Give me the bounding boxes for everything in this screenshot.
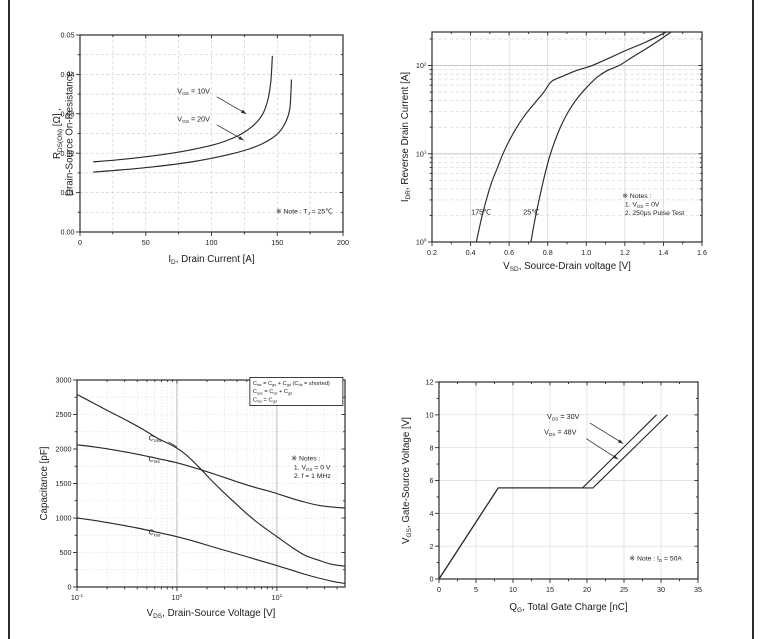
svg-text:35: 35 xyxy=(694,585,702,594)
svg-text:10: 10 xyxy=(426,410,434,419)
svg-text:VGS, Gate-Source Voltage [V]: VGS, Gate-Source Voltage [V] xyxy=(401,417,413,544)
svg-text:VDS, Drain-Source Voltage [V]: VDS, Drain-Source Voltage [V] xyxy=(147,608,276,620)
svg-text:Coss: Coss xyxy=(149,433,162,444)
svg-text:VGS = 10V: VGS = 10V xyxy=(177,86,210,97)
svg-text:1.4: 1.4 xyxy=(658,248,668,257)
svg-text:VSD, Source-Drain voltage [V]: VSD, Source-Drain voltage [V] xyxy=(503,261,631,273)
svg-text:Drain-Source On-Resistance: Drain-Source On-Resistance xyxy=(65,70,76,196)
svg-text:150: 150 xyxy=(271,238,283,247)
svg-text:102: 102 xyxy=(416,61,427,70)
svg-text:0: 0 xyxy=(78,238,82,247)
svg-text:12: 12 xyxy=(426,378,434,387)
svg-text:Ciss = Cgs + Cgd (Cds = shorte: Ciss = Cgs + Cgd (Cds = shorted) xyxy=(253,381,330,387)
svg-text:100: 100 xyxy=(416,238,427,247)
svg-text:※ Notes :: ※ Notes : xyxy=(622,193,651,200)
svg-text:Crss: Crss xyxy=(149,528,161,539)
svg-text:500: 500 xyxy=(60,548,72,557)
svg-text:0.04: 0.04 xyxy=(61,70,75,79)
page-border-left xyxy=(8,0,10,639)
svg-text:0.00: 0.00 xyxy=(61,228,75,237)
svg-text:※ Note : TJ = 25℃: ※ Note : TJ = 25℃ xyxy=(276,208,333,216)
capacitance-vs-drain-source-voltage-chart: 10-1 100 101 0 500 1000 1500 2000 2500 3000 VDS, D… xyxy=(39,376,346,620)
svg-text:2: 2 xyxy=(430,542,434,551)
svg-text:1. VGS = 0 V: 1. VGS = 0 V xyxy=(294,464,331,472)
svg-text:0.8: 0.8 xyxy=(543,248,553,257)
svg-text:20: 20 xyxy=(583,585,591,594)
svg-text:50: 50 xyxy=(142,238,150,247)
svg-text:25: 25 xyxy=(620,585,628,594)
svg-text:VGS = 20V: VGS = 20V xyxy=(177,114,210,125)
svg-text:200: 200 xyxy=(337,238,349,247)
svg-text:30: 30 xyxy=(657,585,665,594)
svg-text:RDS(ON) [Ω] ,: RDS(ON) [Ω] , xyxy=(52,108,64,159)
svg-text:4: 4 xyxy=(430,509,434,518)
svg-text:8: 8 xyxy=(430,443,434,452)
svg-text:15: 15 xyxy=(546,585,554,594)
svg-text:0.01: 0.01 xyxy=(61,188,75,197)
svg-text:VDS = 48V: VDS = 48V xyxy=(544,428,577,439)
svg-text:1. VGS = 0V: 1. VGS = 0V xyxy=(625,202,660,210)
svg-text:6: 6 xyxy=(430,476,434,485)
svg-text:1000: 1000 xyxy=(56,514,72,523)
svg-text:2. 250μs Pulse Test: 2. 250μs Pulse Test xyxy=(625,210,684,217)
svg-text:0.05: 0.05 xyxy=(61,31,75,40)
svg-text:175℃: 175℃ xyxy=(471,207,491,216)
svg-text:100: 100 xyxy=(172,593,183,602)
svg-text:10: 10 xyxy=(509,585,517,594)
svg-text:5: 5 xyxy=(474,585,478,594)
svg-text:IDR, Reverse Drain Current [A]: IDR, Reverse Drain Current [A] xyxy=(400,72,412,203)
svg-text:2000: 2000 xyxy=(56,445,72,454)
svg-text:25℃: 25℃ xyxy=(523,207,539,216)
svg-text:1500: 1500 xyxy=(56,479,72,488)
svg-text:2500: 2500 xyxy=(56,410,72,419)
svg-text:1.0: 1.0 xyxy=(581,248,591,257)
reverse-drain-current-vs-source-drain-voltage-chart: 0.2 0.4 0.6 0.8 1.0 1.2 1.4 1.6 100 101 102 VSD, So… xyxy=(400,31,707,273)
svg-text:0.03: 0.03 xyxy=(61,109,75,118)
svg-text:10-1: 10-1 xyxy=(71,593,84,602)
svg-text:3000: 3000 xyxy=(56,376,72,385)
svg-text:100: 100 xyxy=(206,238,218,247)
svg-text:Crss = Cgd: Crss = Cgd xyxy=(253,397,277,403)
svg-text:VDS = 30V: VDS = 30V xyxy=(547,412,580,423)
svg-text:2. f = 1 MHz: 2. f = 1 MHz xyxy=(294,473,331,480)
svg-text:Ciss: Ciss xyxy=(149,454,161,465)
svg-text:101: 101 xyxy=(272,593,283,602)
svg-text:0.2: 0.2 xyxy=(427,248,437,257)
page-border-right xyxy=(752,0,754,639)
svg-text:0: 0 xyxy=(68,583,72,592)
svg-text:Coss = Cds + Cgd: Coss = Cds + Cgd xyxy=(253,389,292,395)
svg-text:1.6: 1.6 xyxy=(697,248,707,257)
svg-text:ID, Drain Current [A]: ID, Drain Current [A] xyxy=(168,254,255,266)
gate-source-voltage-vs-total-gate-charge-chart: 0 5 10 15 20 25 30 35 0 2 4 6 8 10 12 QG, Total Gate Ch… xyxy=(401,378,702,615)
svg-text:101: 101 xyxy=(416,149,427,158)
svg-text:0: 0 xyxy=(437,585,441,594)
svg-text:※ Notes :: ※ Notes : xyxy=(291,456,320,463)
on-resistance-vs-drain-current-chart: 0 50 100 150 200 0.00 0.01 0.02 0.03 0.04 0.05 ID, … xyxy=(52,31,349,267)
svg-text:0.4: 0.4 xyxy=(466,248,476,257)
svg-text:0.02: 0.02 xyxy=(61,149,75,158)
svg-text:0: 0 xyxy=(430,575,434,584)
svg-text:1.2: 1.2 xyxy=(620,248,630,257)
svg-text:Capacitance [pF]: Capacitance [pF] xyxy=(39,446,50,520)
svg-text:QG, Total Gate Charge [nC]: QG, Total Gate Charge [nC] xyxy=(509,602,627,614)
svg-text:※ Note : ID = 50A: ※ Note : ID = 50A xyxy=(629,555,682,563)
svg-text:0.6: 0.6 xyxy=(504,248,514,257)
